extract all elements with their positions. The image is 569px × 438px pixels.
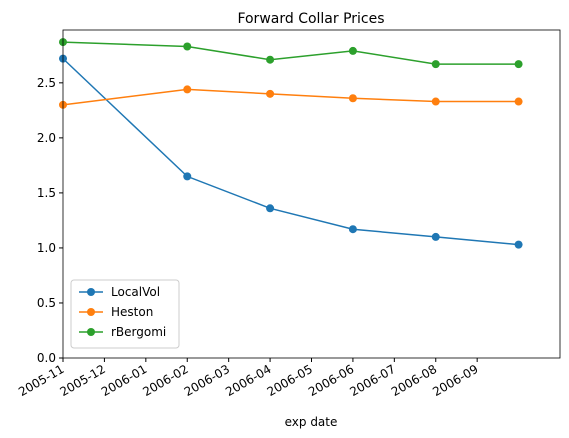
chart-title: Forward Collar Prices	[237, 11, 384, 27]
point	[431, 60, 440, 69]
y-tick-label: 2.0	[37, 131, 56, 145]
point	[183, 172, 192, 181]
legend-marker	[87, 288, 95, 296]
point	[348, 94, 357, 103]
point	[348, 225, 357, 234]
y-tick-label: 2.5	[37, 76, 56, 90]
point	[266, 89, 275, 98]
point	[514, 97, 523, 106]
legend-label: Heston	[111, 305, 153, 319]
point	[266, 204, 275, 213]
point	[266, 55, 275, 64]
legend-label: rBergomi	[111, 325, 166, 339]
point	[431, 97, 440, 106]
point	[431, 232, 440, 241]
series-line	[62, 41, 519, 65]
point	[514, 240, 523, 249]
y-tick-label: 1.5	[37, 186, 56, 200]
legend-label: LocalVol	[111, 285, 160, 299]
y-tick-label: 1.0	[37, 241, 56, 255]
y-tick-label: 0.0	[37, 351, 56, 365]
series-line	[62, 88, 519, 106]
point	[183, 85, 192, 94]
y-tick-label: 0.5	[37, 296, 56, 310]
legend-marker	[87, 308, 95, 316]
point	[348, 46, 357, 55]
legend-box	[70, 279, 180, 349]
x-axis-label: exp date	[285, 415, 338, 429]
point	[514, 60, 523, 69]
point	[183, 42, 192, 51]
legend-marker	[87, 328, 95, 336]
series-line	[62, 58, 519, 246]
plot-frame	[62, 29, 561, 359]
